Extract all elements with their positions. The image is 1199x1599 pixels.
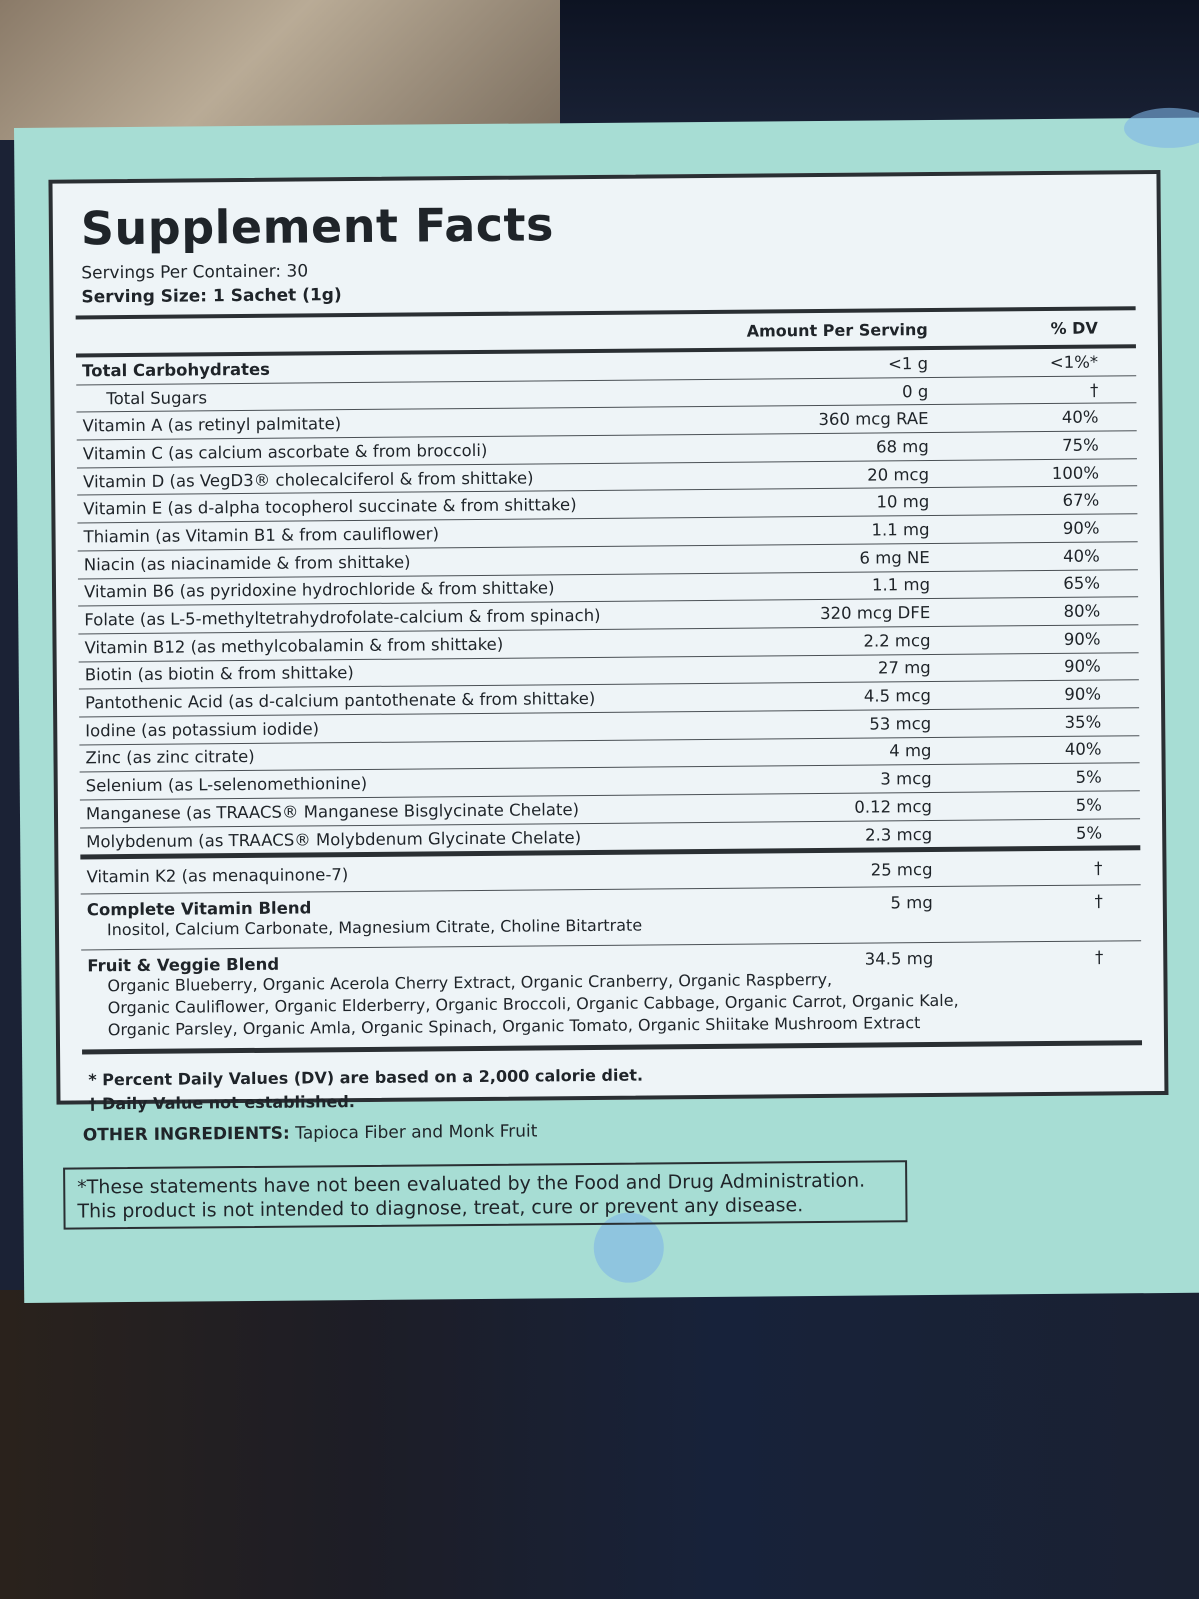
- nutrient-amount: 6 mg NE: [859, 547, 930, 568]
- nutrient-dv: 5%: [1075, 823, 1103, 843]
- nutrient-dv: †: [1089, 380, 1099, 400]
- nutrient-name: Zinc (as zinc citrate): [85, 747, 255, 768]
- nutrient-name: Vitamin B12 (as methylcobalamin & from s…: [84, 634, 504, 658]
- nutrient-dv: 40%: [1064, 740, 1102, 760]
- fda-disclaimer: *These statements have not been evaluate…: [63, 1160, 908, 1230]
- nutrient-amount: 2.3 mcg: [865, 824, 933, 845]
- panel-title: Supplement Facts: [80, 197, 555, 256]
- nutrient-amount: 3 mcg: [880, 769, 932, 789]
- nutrient-name: Folate (as L-5-methyltetrahydrofolate-ca…: [84, 605, 601, 630]
- nutrient-dv: 5%: [1075, 767, 1102, 787]
- nutrient-dv: 100%: [1051, 463, 1100, 483]
- nutrient-amount: 10 mg: [876, 492, 930, 512]
- footnotes: * Percent Daily Values (DV) are based on…: [82, 1046, 1143, 1117]
- header-dv: % DV: [1050, 318, 1098, 338]
- nutrient-amount: 20 mcg: [867, 464, 930, 485]
- nutrient-dv: 67%: [1062, 490, 1100, 511]
- nutrient-amount: 27 mg: [877, 658, 931, 678]
- nutrient-amount: 360 mcg RAE: [818, 409, 929, 430]
- product-box: Supplement Facts Servings Per Container:…: [14, 107, 1199, 1303]
- other-ingredients: OTHER INGREDIENTS: Tapioca Fiber and Mon…: [82, 1121, 538, 1146]
- nutrient-name: Molybdenum (as TRAACS® Molybdenum Glycin…: [86, 827, 582, 851]
- nutrient-amount: 1.1 mg: [871, 519, 930, 540]
- nutrient-dv: 90%: [1063, 656, 1101, 677]
- nutrient-dv: 80%: [1063, 601, 1101, 621]
- nutrient-name: Thiamin (as Vitamin B1 & from cauliflowe…: [83, 524, 440, 547]
- nutrient-dv: 35%: [1064, 712, 1102, 732]
- fruit-veggie-blend: Fruit & Veggie Blend 34.5 mg † Organic B…: [81, 940, 1143, 1050]
- nutrient-name: Vitamin A (as retinyl palmitate): [82, 414, 342, 436]
- nutrient-amount: 1.1 mg: [871, 575, 931, 595]
- background-fabric-bottom: [0, 1290, 1199, 1599]
- nutrient-amount: 320 mcg DFE: [819, 603, 931, 624]
- nutrient-dv: 40%: [1061, 407, 1099, 428]
- decorative-dot: [1123, 107, 1199, 149]
- nutrient-name: Biotin (as biotin & from shittake): [84, 663, 354, 685]
- nutrient-name: Selenium (as L-selenomethionine): [85, 774, 368, 796]
- nutrient-rows: Total Carbohydrates <1 g <1%* Total Sugars 0…: [76, 348, 1141, 855]
- nutrient-dv: 90%: [1064, 684, 1102, 704]
- nutrient-name: Vitamin C (as calcium ascorbate & from b…: [82, 440, 488, 464]
- nutrient-dv: <1%*: [1049, 352, 1099, 372]
- nutrient-dv: 90%: [1063, 629, 1101, 649]
- nutrient-amount: 68 mg: [875, 436, 929, 457]
- vitamin-blend: Complete Vitamin Blend 5 mg † Inositol, …: [80, 884, 1142, 950]
- background-fabric: [560, 0, 1199, 140]
- nutrient-dv: 90%: [1062, 518, 1100, 538]
- nutrient-amount: 0 g: [902, 381, 929, 401]
- nutrient-name: Total Sugars: [106, 387, 208, 408]
- nutrient-name: Niacin (as niacinamide & from shittake): [83, 552, 411, 575]
- nutrient-amount: 2.2 mcg: [863, 630, 931, 651]
- nutrient-amount: 4.5 mcg: [863, 686, 932, 706]
- nutrient-name: Vitamin B6 (as pyridoxine hydrochloride …: [83, 578, 555, 602]
- nutrient-name: Iodine (as potassium iodide): [85, 719, 320, 741]
- nutrient-name: Pantothenic Acid (as d-calcium pantothen…: [84, 689, 596, 713]
- nutrient-dv: 5%: [1075, 795, 1103, 815]
- nutrient-amount: 0.12 mcg: [854, 796, 933, 817]
- nutrient-name: Manganese (as TRAACS® Manganese Bisglyci…: [85, 799, 580, 824]
- nutrient-name: Vitamin E (as d-alpha tocopherol succina…: [83, 495, 577, 519]
- background-fur: [0, 0, 640, 140]
- nutrient-name: Total Carbohydrates: [82, 359, 271, 381]
- nutrient-amount: 4 mg: [889, 741, 932, 761]
- header-amount: Amount Per Serving: [746, 319, 928, 341]
- nutrient-amount: 53 mcg: [869, 713, 932, 734]
- nutrient-dv: 65%: [1063, 573, 1101, 594]
- supplement-facts-panel: Supplement Facts Servings Per Container:…: [48, 169, 1169, 1114]
- nutrient-amount: <1 g: [887, 353, 929, 374]
- nutrient-dv: 40%: [1063, 546, 1100, 566]
- nutrient-name: Vitamin D (as VegD3® cholecalciferol & f…: [83, 468, 534, 492]
- nutrient-dv: 75%: [1062, 435, 1099, 455]
